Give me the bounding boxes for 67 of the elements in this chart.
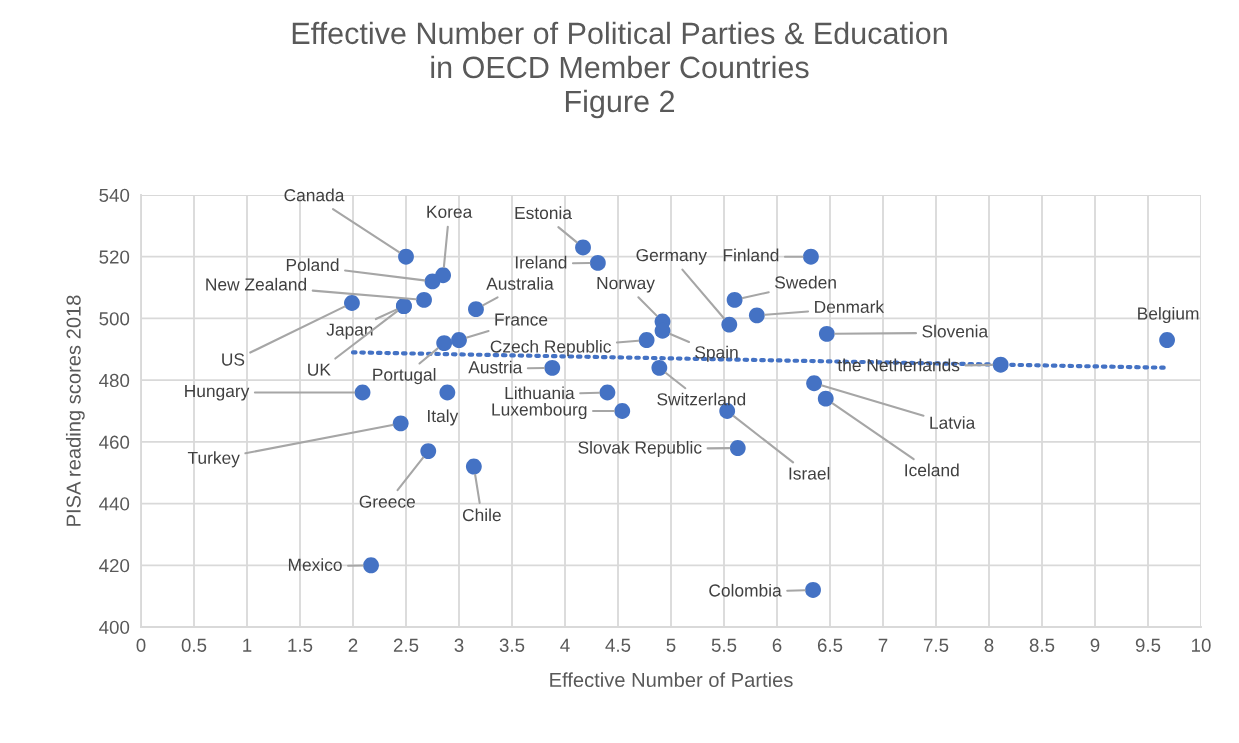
x-tick-label: 2 [348,638,358,652]
x-tick-label: 7 [878,638,888,652]
y-tick-label: 540 [99,188,130,202]
annotation: Germany [636,248,707,265]
annotation: Finland [723,248,779,262]
annotation: Greece [359,495,415,508]
x-tick-label: 1 [243,638,252,652]
annotation: Austria [468,360,523,374]
annotation: Norway [597,277,655,293]
annotation: Slovenia [922,324,989,338]
x-tick-label: 9 [1090,638,1100,652]
annotation: Korea [427,205,473,218]
y-tick-label: 400 [99,620,130,634]
annotation: France [495,313,548,326]
x-tick-label: 3 [454,638,464,652]
annotation: Israel [789,466,830,480]
chart-title: Effective Number of Political Parties & Education in OECD Member Countries Figure 2 [292,21,947,119]
y-tick-label: 440 [99,497,130,511]
annotation: Lithuania [505,386,575,400]
annotation: Luxembourg [492,402,587,420]
x-tick-label: 7.5 [923,638,949,652]
x-tick-label: 6 [772,638,782,652]
annotation: Ireland [515,255,567,269]
annotation: US [222,353,245,366]
x-tick-label: 0.5 [181,638,207,652]
y-axis-title: PISA reading scores 2018 [65,295,85,526]
y-tick-label: 500 [99,312,130,326]
annotation: Japan [326,323,373,340]
y-tick-label: 460 [99,435,130,449]
x-tick-label: 5 [666,638,676,652]
y-tick-label: 520 [99,250,130,264]
annotation: Slovak Republic [578,440,702,458]
x-tick-label: 4.5 [605,638,631,652]
annotation: UK [308,363,331,376]
x-tick-label: 9.5 [1135,638,1161,652]
x-tick-label: 4 [560,638,570,652]
annotation: New Zealand [206,277,307,291]
annotation: Poland [286,258,339,272]
x-tick-label: 8 [984,638,994,652]
annotation: Canada [284,188,345,202]
annotation: Iceland [905,463,959,477]
annotation: Latvia [930,416,976,429]
annotation: Switzerland [657,392,746,406]
annotation: Czech Republic [490,339,611,357]
x-tick-label: 1.5 [288,638,313,652]
y-tick-label: 480 [99,373,130,388]
annotation: Italy [428,409,459,426]
annotation: Estonia [515,206,572,220]
y-tick-label: 420 [99,558,130,573]
x-tick-label: 6.5 [817,638,843,652]
annotation: Colombia [709,583,782,597]
annotation: Belgium [1138,306,1199,324]
x-tick-label: 2.5 [393,638,419,652]
annotation: Denmark [815,300,885,313]
x-tick-label: 0 [136,638,146,652]
x-tick-label: 8.5 [1029,638,1055,652]
annotation: Turkey [187,451,240,468]
annotation: Sweden [775,275,836,289]
annotation: Chile [462,508,501,522]
x-tick-label: 10 [1192,638,1211,652]
annotation: Australia [486,277,554,290]
annotation: Mexico [288,558,342,571]
x-tick-label: 5.5 [711,638,737,652]
annotation: Portugal [373,368,436,385]
x-tick-label: 3.5 [499,638,525,652]
x-axis-title: Effective Number of Parties [550,672,793,688]
annotation: Hungary [185,385,250,401]
